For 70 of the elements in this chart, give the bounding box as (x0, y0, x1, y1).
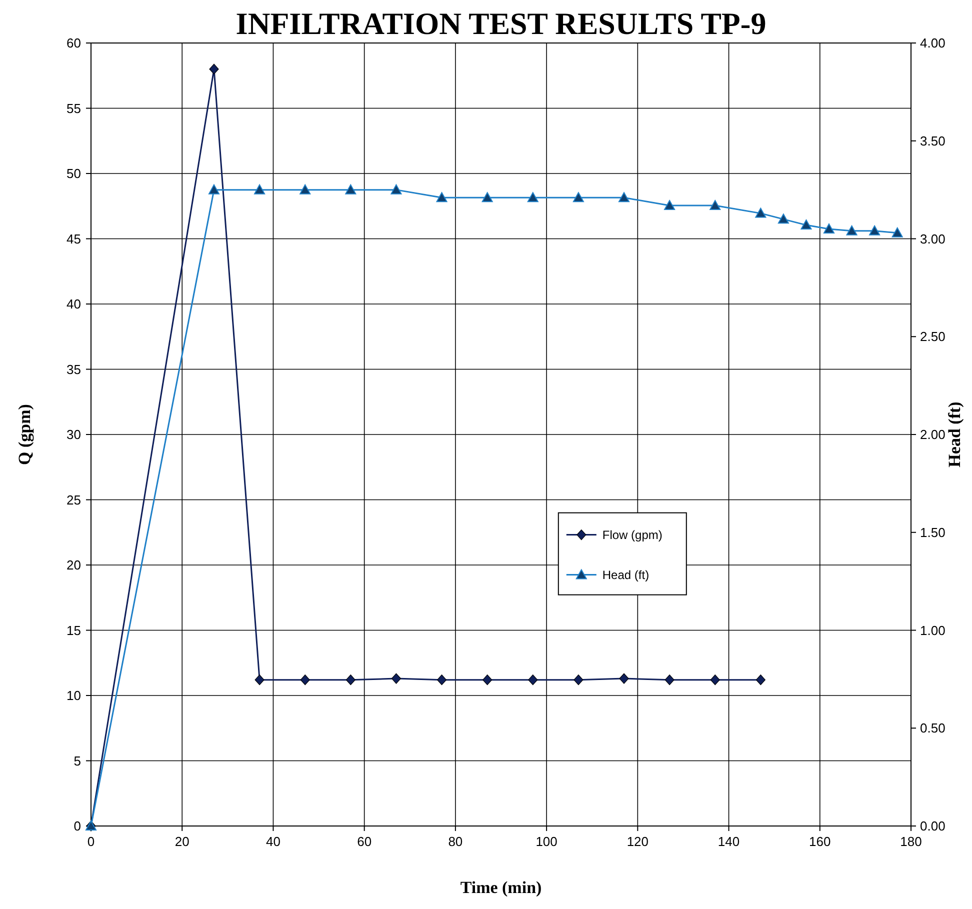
y-tick-label: 55 (66, 100, 81, 116)
point (756, 674, 766, 686)
point (710, 674, 720, 686)
x-tick-label: 120 (626, 834, 649, 849)
point (869, 225, 880, 236)
y-tick-label: 15 (66, 622, 81, 638)
point (208, 184, 220, 194)
legend-label: Head (ft) (602, 568, 650, 582)
point (391, 673, 402, 684)
y2-axis-title: Head (ft) (945, 402, 964, 468)
point (710, 200, 721, 210)
point (618, 192, 630, 202)
x-tick-label: 40 (266, 834, 280, 849)
x-tick-label: 0 (87, 834, 95, 849)
point (664, 674, 674, 686)
y2-tick-label: 1.50 (920, 524, 946, 540)
point (436, 192, 448, 202)
point (572, 192, 584, 202)
point (300, 184, 311, 194)
x-tick-label: 60 (357, 834, 372, 849)
x-tick-label: 180 (900, 834, 922, 849)
point (436, 674, 447, 686)
point (254, 184, 266, 194)
point (527, 192, 538, 202)
y-tick-label: 10 (66, 688, 81, 703)
y-tick-label: 45 (66, 231, 81, 246)
y-tick-label: 40 (66, 296, 81, 312)
y-tick-label: 0 (74, 818, 81, 834)
x-tick-label: 20 (174, 834, 190, 849)
point (300, 674, 310, 686)
y-tick-label: 20 (66, 558, 81, 572)
point (619, 673, 629, 684)
y-axis-title: Q (gpm) (15, 404, 34, 465)
point (528, 674, 538, 686)
point (390, 184, 402, 194)
point (846, 225, 858, 236)
y-tick-label: 25 (66, 492, 81, 508)
y2-tick-label: 3.50 (920, 133, 946, 148)
y2-tick-label: 2.00 (920, 427, 946, 442)
point (892, 227, 903, 238)
point (482, 674, 492, 686)
y-tick-label: 35 (66, 362, 81, 377)
y2-tick-label: 4.00 (920, 36, 946, 50)
point (482, 192, 493, 202)
point (778, 214, 789, 224)
y2-tick-label: 2.50 (920, 329, 946, 344)
y-tick-label: 30 (66, 427, 81, 442)
x-tick-label: 80 (448, 834, 463, 849)
point (664, 200, 676, 210)
x-tick-label: 160 (809, 834, 831, 849)
point (254, 674, 264, 686)
y-tick-label: 5 (74, 753, 81, 768)
y2-tick-label: 1.00 (920, 622, 946, 638)
point (345, 184, 356, 194)
point (800, 220, 812, 230)
legend-label: Flow (gpm) (602, 528, 662, 542)
x-axis-title: Time (min) (460, 878, 542, 897)
point (209, 64, 219, 74)
y-tick-label: 60 (66, 36, 81, 50)
y2-tick-label: 0.00 (920, 818, 946, 834)
point (755, 208, 766, 218)
y2-tick-label: 0.50 (920, 720, 946, 736)
point (346, 674, 356, 686)
x-tick-label: 140 (718, 834, 740, 849)
chart-title: INFILTRATION TEST RESULTS TP-9 (236, 6, 766, 41)
y2-tick-label: 3.00 (920, 231, 946, 246)
point (824, 223, 834, 234)
x-tick-label: 100 (536, 834, 558, 849)
y-tick-label: 50 (66, 166, 81, 181)
point (574, 674, 584, 686)
